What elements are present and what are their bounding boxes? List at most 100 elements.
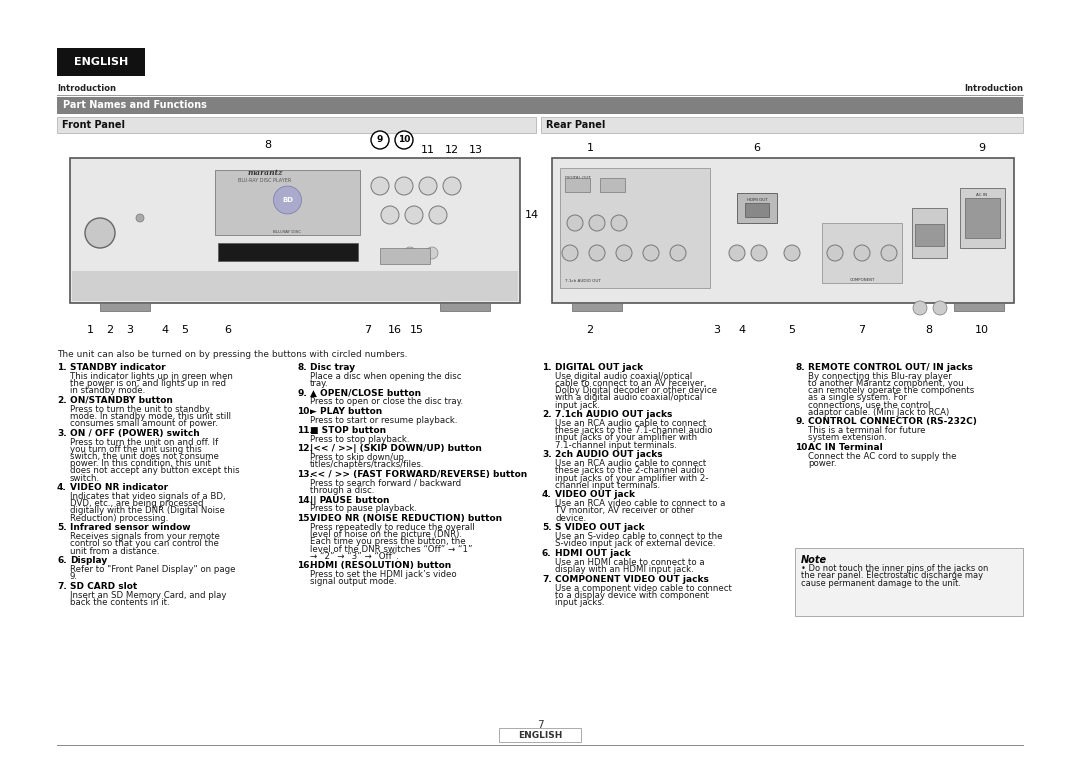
Text: SD CARD slot: SD CARD slot <box>70 582 137 591</box>
Circle shape <box>136 214 144 222</box>
Circle shape <box>381 206 399 224</box>
Bar <box>215 170 360 235</box>
Text: digitally with the DNR (Digital Noise: digitally with the DNR (Digital Noise <box>70 507 225 516</box>
Text: By connecting this Blu-ray player: By connecting this Blu-ray player <box>808 372 951 381</box>
Text: → “2” → “3” → “Off”.: → “2” → “3” → “Off”. <box>310 552 399 561</box>
Circle shape <box>395 131 413 149</box>
Text: Press to turn the unit on and off. If: Press to turn the unit on and off. If <box>70 438 218 446</box>
Text: VIDEO NR (NOISE REDUCTION) button: VIDEO NR (NOISE REDUCTION) button <box>310 514 502 523</box>
Text: STANDBY indicator: STANDBY indicator <box>70 363 165 372</box>
Text: S-video input jack of external device.: S-video input jack of external device. <box>555 539 715 549</box>
Text: 5: 5 <box>788 325 796 335</box>
Text: 7.1ch AUDIO OUT jacks: 7.1ch AUDIO OUT jacks <box>555 410 673 420</box>
Circle shape <box>933 301 947 315</box>
Text: input jacks.: input jacks. <box>555 598 605 607</box>
Text: as a single system. For: as a single system. For <box>808 394 907 402</box>
Bar <box>737 193 777 223</box>
Circle shape <box>443 177 461 195</box>
Circle shape <box>589 245 605 261</box>
Text: The unit can also be turned on by pressing the buttons with circled numbers.: The unit can also be turned on by pressi… <box>57 350 407 359</box>
Bar <box>912 208 947 258</box>
Text: Rear Panel: Rear Panel <box>546 120 606 130</box>
Text: 1.: 1. <box>542 363 552 372</box>
Circle shape <box>426 247 438 259</box>
Text: 15: 15 <box>410 325 424 335</box>
Text: Use an RCA video cable to connect to a: Use an RCA video cable to connect to a <box>555 499 726 508</box>
Text: 9.: 9. <box>297 388 307 398</box>
Bar <box>572 303 622 311</box>
Text: Press repeatedly to reduce the overall: Press repeatedly to reduce the overall <box>310 523 475 532</box>
Text: 8: 8 <box>926 325 932 335</box>
Text: these jacks to the 7.1-channel audio: these jacks to the 7.1-channel audio <box>555 427 713 436</box>
Text: through a disc.: through a disc. <box>310 486 375 495</box>
Text: 14.: 14. <box>297 496 313 504</box>
Text: VIDEO NR indicator: VIDEO NR indicator <box>70 483 168 492</box>
Text: 12: 12 <box>445 145 459 155</box>
Text: AC IN Terminal: AC IN Terminal <box>808 443 882 452</box>
Bar <box>960 188 1005 248</box>
Text: input jacks of your amplifier with: input jacks of your amplifier with <box>555 433 697 443</box>
Bar <box>70 158 519 303</box>
Text: 7.: 7. <box>542 575 552 584</box>
Circle shape <box>589 215 605 231</box>
Text: 5.: 5. <box>57 523 67 533</box>
Circle shape <box>751 245 767 261</box>
Text: HDMI OUT jack: HDMI OUT jack <box>555 549 631 558</box>
Text: consumes small amount of power.: consumes small amount of power. <box>70 419 218 428</box>
Text: these jacks to the 2-channel audio: these jacks to the 2-channel audio <box>555 466 704 475</box>
Circle shape <box>273 186 301 214</box>
Circle shape <box>404 247 416 259</box>
Text: Introduction: Introduction <box>57 84 116 93</box>
Text: cable to connect to an AV receiver,: cable to connect to an AV receiver, <box>555 379 706 388</box>
Text: 10.: 10. <box>297 407 313 416</box>
Text: 8: 8 <box>264 140 271 150</box>
Text: 13.: 13. <box>297 470 313 479</box>
Text: 7.1-channel input terminals.: 7.1-channel input terminals. <box>555 441 677 449</box>
Text: 8.: 8. <box>297 363 307 372</box>
Text: 3: 3 <box>714 325 720 335</box>
Text: 15.: 15. <box>297 514 313 523</box>
Text: Use an RCA audio cable to connect: Use an RCA audio cable to connect <box>555 419 706 428</box>
Text: switch.: switch. <box>70 474 100 483</box>
Text: Place a disc when opening the disc: Place a disc when opening the disc <box>310 372 461 381</box>
Text: • Do not touch the inner pins of the jacks on: • Do not touch the inner pins of the jac… <box>801 564 988 573</box>
Bar <box>72 271 518 301</box>
Text: TV monitor, AV receiver or other: TV monitor, AV receiver or other <box>555 507 694 516</box>
Text: power.: power. <box>808 459 837 468</box>
Text: 3: 3 <box>126 325 134 335</box>
Text: Indicates that video signals of a BD,: Indicates that video signals of a BD, <box>70 492 226 501</box>
Bar <box>100 303 150 311</box>
Circle shape <box>395 177 413 195</box>
Text: 11: 11 <box>421 145 435 155</box>
Circle shape <box>567 215 583 231</box>
Text: device.: device. <box>555 513 586 523</box>
Text: 4: 4 <box>161 325 168 335</box>
Text: DIGITAL OUT: DIGITAL OUT <box>565 176 591 180</box>
Text: ON/STANDBY button: ON/STANDBY button <box>70 396 173 405</box>
Text: Connect the AC cord to supply the: Connect the AC cord to supply the <box>808 452 957 461</box>
Text: ON / OFF (POWER) switch: ON / OFF (POWER) switch <box>70 429 200 438</box>
Text: HDMI (RESOLUTION) button: HDMI (RESOLUTION) button <box>310 562 451 571</box>
Text: Use an S-video cable to connect to the: Use an S-video cable to connect to the <box>555 533 723 541</box>
Circle shape <box>729 245 745 261</box>
Text: Press to open or close the disc tray.: Press to open or close the disc tray. <box>310 398 463 407</box>
Text: 9: 9 <box>377 136 383 144</box>
Text: control so that you can control the: control so that you can control the <box>70 539 219 549</box>
Text: the power is on, and lights up in red: the power is on, and lights up in red <box>70 379 226 388</box>
Text: connections, use the control: connections, use the control <box>808 401 930 410</box>
Bar <box>795 548 1023 616</box>
Text: 10: 10 <box>397 136 410 144</box>
Text: 5: 5 <box>181 325 189 335</box>
Text: cause permanent damage to the unit.: cause permanent damage to the unit. <box>801 579 961 588</box>
Circle shape <box>670 245 686 261</box>
Circle shape <box>429 206 447 224</box>
Circle shape <box>419 177 437 195</box>
Text: VIDEO OUT jack: VIDEO OUT jack <box>555 491 635 500</box>
Text: Receives signals from your remote: Receives signals from your remote <box>70 533 220 541</box>
Text: 6: 6 <box>754 143 760 153</box>
Bar <box>57 117 536 133</box>
Circle shape <box>784 245 800 261</box>
Text: 2: 2 <box>107 325 113 335</box>
Text: 11.: 11. <box>297 426 313 435</box>
Text: |<< / >>| (SKIP DOWN/UP) button: |<< / >>| (SKIP DOWN/UP) button <box>310 444 482 453</box>
